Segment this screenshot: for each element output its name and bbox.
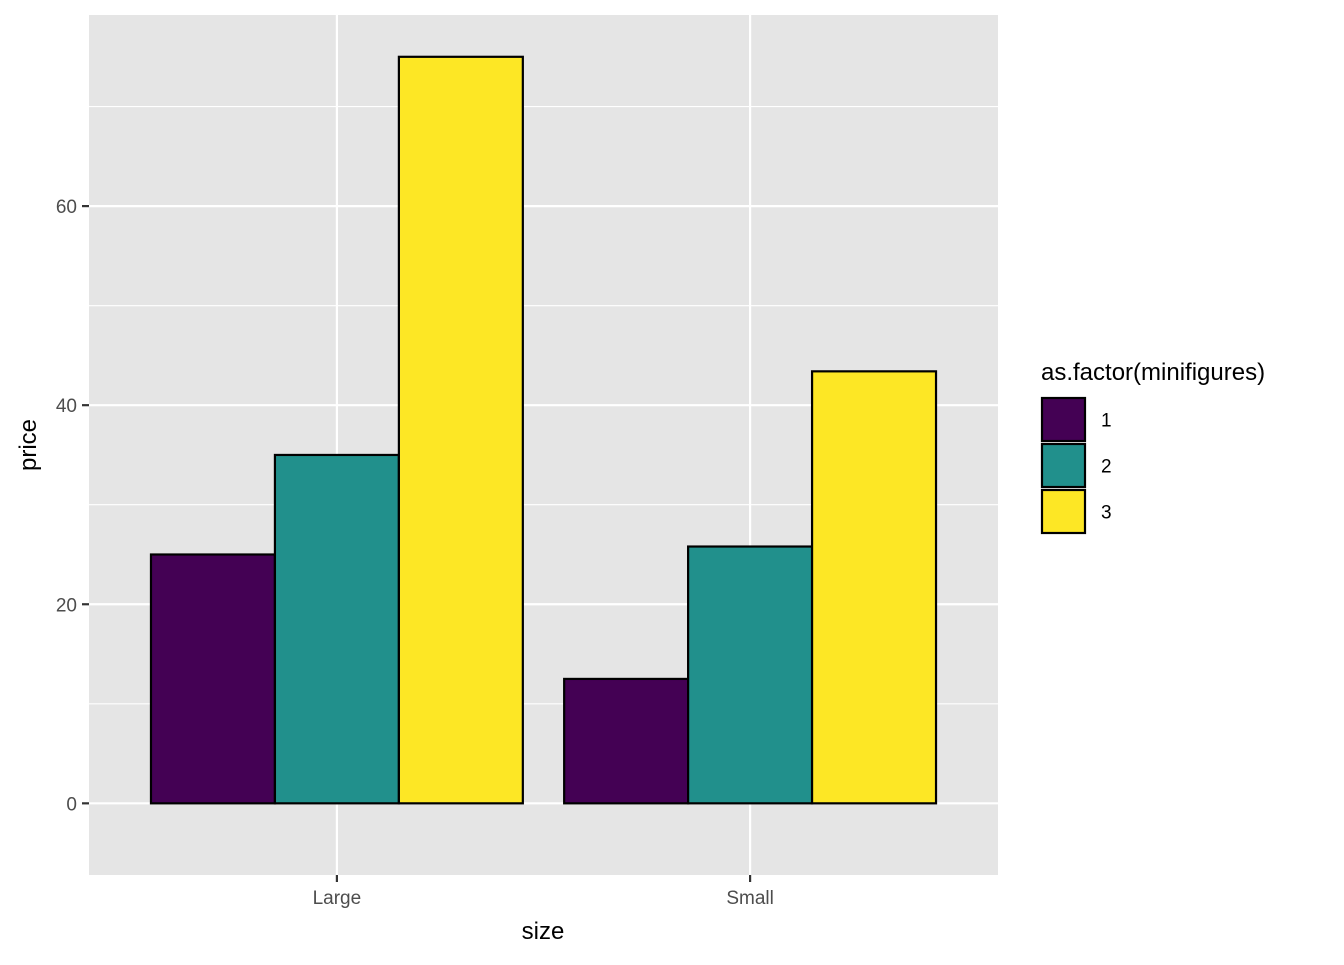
bar-large-series-1 — [149, 553, 277, 805]
x-tick-label: Large — [313, 888, 362, 909]
legend-key-2 — [1040, 442, 1087, 489]
legend: as.factor(minifigures) 1 2 3 — [1040, 359, 1265, 535]
bar-small-series-3 — [810, 370, 938, 805]
y-tick-label: 20 — [56, 595, 77, 616]
y-tick-label: 0 — [66, 794, 77, 815]
legend-items: 1 2 3 — [1040, 396, 1112, 535]
x-tick-label: Small — [726, 888, 774, 909]
y-tick-label: 60 — [56, 197, 77, 218]
x-axis-title: size — [522, 918, 565, 945]
legend-label: 1 — [1101, 411, 1112, 432]
y-tick-label: 40 — [56, 396, 77, 417]
legend-title: as.factor(minifigures) — [1041, 359, 1265, 386]
bar-small-series-1 — [563, 677, 690, 805]
legend-label: 2 — [1101, 457, 1112, 478]
x-axis: Large Small — [313, 875, 774, 909]
legend-key-1 — [1040, 396, 1087, 443]
bar-large-series-2 — [273, 453, 400, 805]
bar-large-series-3 — [397, 55, 524, 805]
legend-label: 3 — [1101, 503, 1112, 524]
y-axis-title: price — [15, 419, 42, 471]
bars-group — [149, 55, 938, 805]
legend-key-3 — [1040, 488, 1087, 535]
y-axis: 0 20 40 60 — [56, 197, 89, 815]
bar-small-series-2 — [687, 545, 814, 805]
